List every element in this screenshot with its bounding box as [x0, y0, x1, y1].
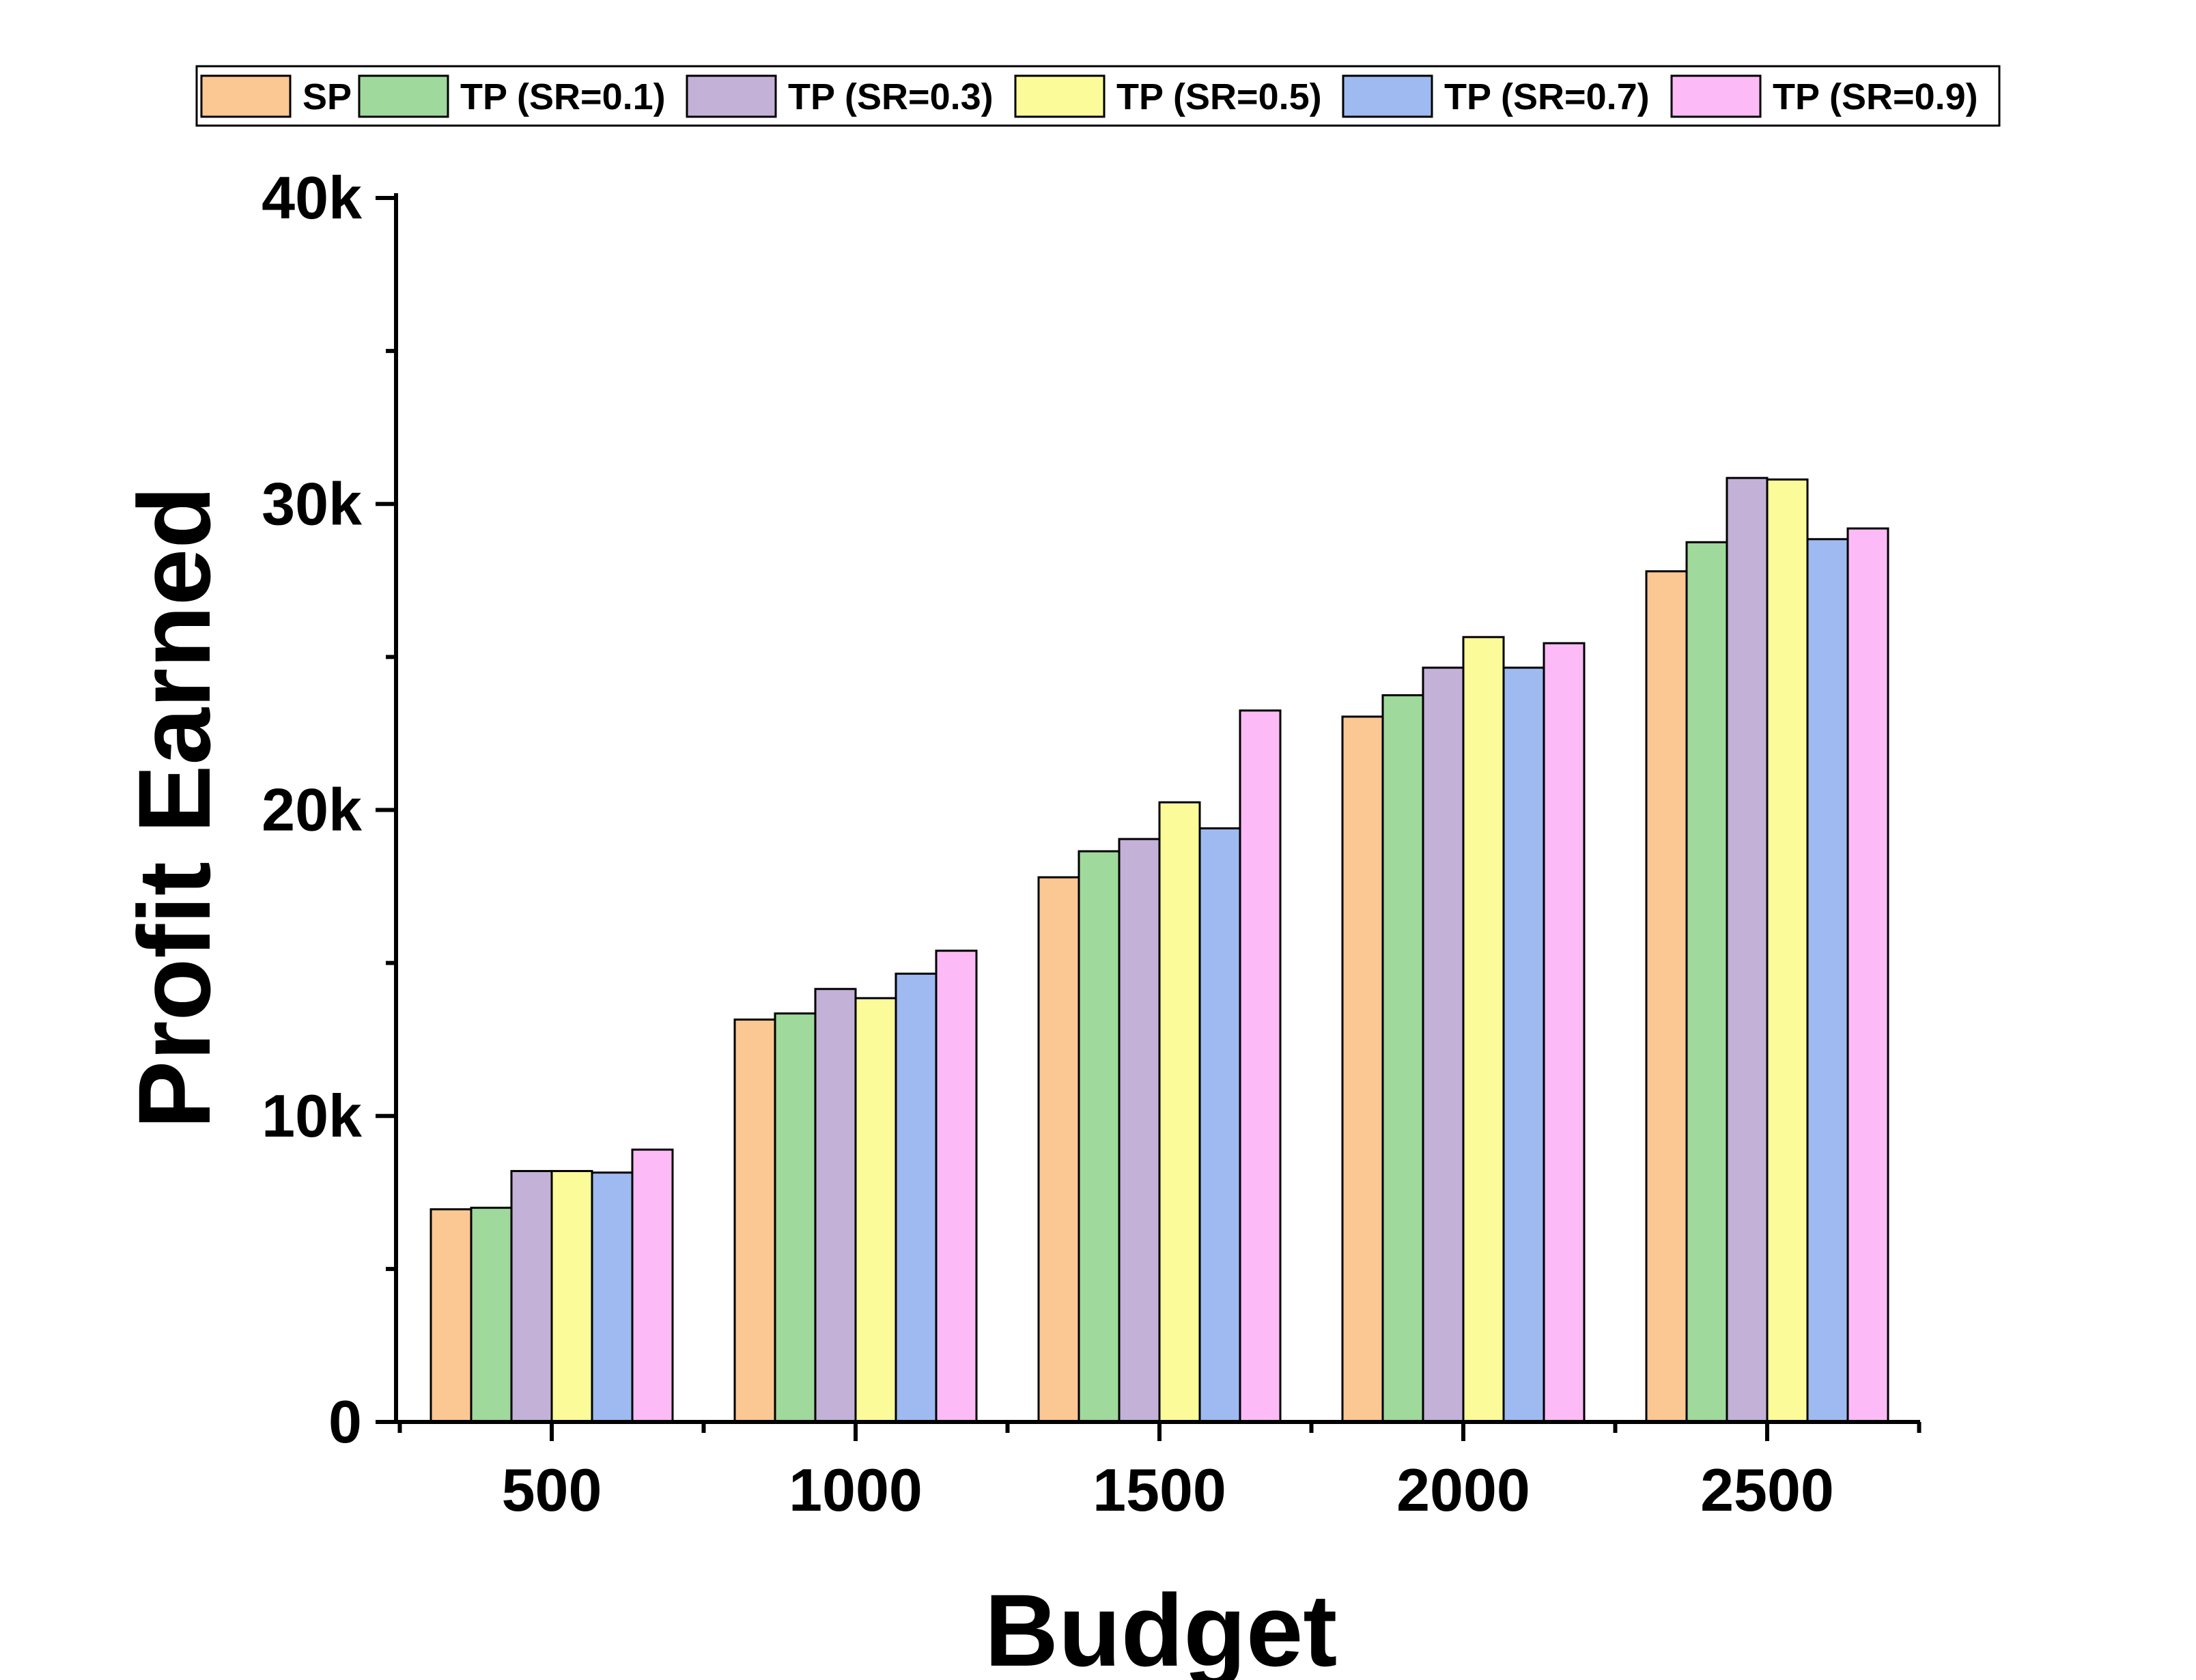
bar-tp-sr-0-3--2500	[1726, 476, 1769, 1423]
y-tick-label: 0	[328, 1388, 362, 1455]
bar-tp-sr-0-5--2500	[1766, 478, 1809, 1423]
x-tick-label: 1500	[1093, 1456, 1226, 1524]
bar-tp-sr-0-1--2500	[1685, 541, 1728, 1423]
legend-swatch	[1342, 74, 1433, 118]
bar-sp-500	[430, 1208, 473, 1423]
bar-sp-2000	[1341, 715, 1384, 1423]
legend-swatch	[1014, 74, 1106, 118]
legend-label: TP (SR=0.3)	[788, 76, 994, 117]
legend-swatch	[1670, 74, 1762, 118]
legend-swatch	[358, 74, 449, 118]
bar-tp-sr-0-5--500	[550, 1169, 593, 1423]
y-tick-label: 20k	[262, 776, 363, 844]
y-ticks-group: 0 10k 20k 30k 40k	[262, 164, 396, 1455]
bar-tp-sr-0-3--500	[510, 1169, 553, 1423]
bars-group	[430, 476, 1889, 1423]
legend-swatch	[200, 74, 292, 118]
bar-sp-2500	[1645, 570, 1688, 1423]
x-tick-label: 2500	[1700, 1456, 1834, 1524]
bar-tp-sr-0-9--1000	[935, 950, 978, 1423]
legend-label: TP (SR=0.5)	[1116, 76, 1322, 117]
y-tick-label: 40k	[262, 164, 363, 231]
x-ticks-group: 500 1000 1500 2000 2500	[397, 1422, 1922, 1524]
bar-tp-sr-0-1--500	[470, 1206, 513, 1423]
bar-tp-sr-0-7--1000	[895, 972, 938, 1423]
legend-label: TP (SR=0.7)	[1444, 76, 1650, 117]
bar-tp-sr-0-5--1000	[854, 997, 897, 1423]
bar-tp-sr-0-5--2000	[1462, 636, 1505, 1423]
bar-tp-sr-0-1--1000	[774, 1012, 817, 1423]
legend-label: TP (SR=0.1)	[460, 76, 666, 117]
x-axis-title: Budget	[985, 1573, 1338, 1680]
bar-tp-sr-0-1--1500	[1078, 850, 1121, 1423]
y-axis-title: Profit Earned	[117, 486, 231, 1129]
bar-sp-1000	[733, 1019, 776, 1423]
bar-tp-sr-0-7--2000	[1502, 666, 1545, 1423]
bar-sp-1500	[1037, 876, 1080, 1423]
bar-tp-sr-0-9--1500	[1239, 709, 1282, 1423]
legend: SP TP (SR=0.1) TP (SR=0.3) TP (SR=0.5) TP (S…	[195, 65, 2001, 127]
legend-label: SP	[302, 76, 352, 117]
bar-tp-sr-0-7--500	[591, 1171, 634, 1423]
bar-tp-sr-0-9--2500	[1846, 527, 1889, 1423]
bar-tp-sr-0-9--500	[631, 1148, 674, 1423]
legend-label: TP (SR=0.9)	[1773, 76, 1978, 117]
bar-tp-sr-0-3--1500	[1118, 838, 1161, 1423]
x-tick-label: 500	[502, 1456, 602, 1524]
legend-swatch	[686, 74, 777, 118]
bar-tp-sr-0-1--2000	[1381, 694, 1424, 1423]
bar-tp-sr-0-9--2000	[1543, 642, 1586, 1423]
x-tick-label: 1000	[789, 1456, 923, 1524]
bar-tp-sr-0-7--2500	[1806, 538, 1849, 1423]
y-tick-label: 10k	[262, 1082, 363, 1150]
bar-tp-sr-0-5--1500	[1158, 801, 1201, 1423]
bar-tp-sr-0-3--2000	[1422, 666, 1465, 1423]
bar-tp-sr-0-3--1000	[814, 988, 857, 1423]
y-tick-label: 30k	[262, 470, 363, 537]
bar-tp-sr-0-7--1500	[1198, 827, 1241, 1423]
x-tick-label: 2000	[1396, 1456, 1530, 1524]
